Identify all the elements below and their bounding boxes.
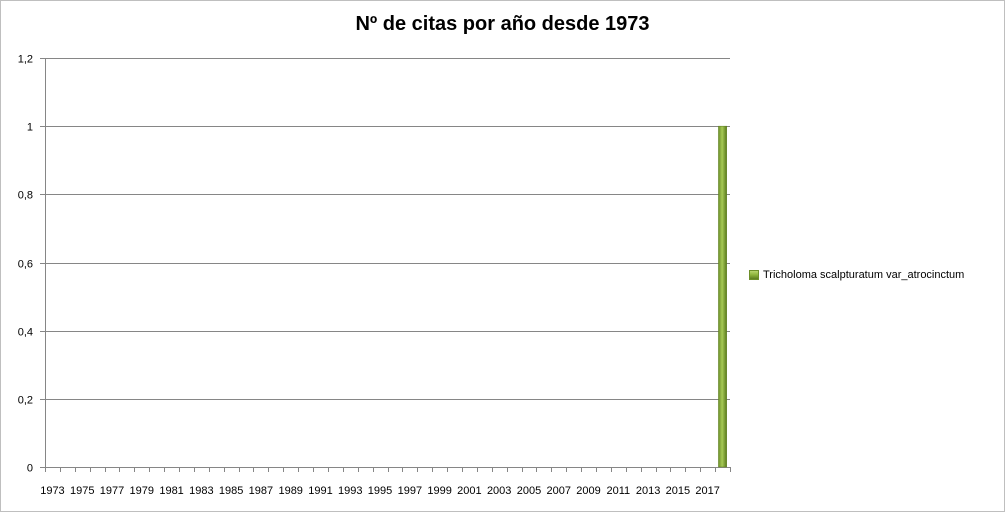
x-tick-label: 2015	[666, 485, 690, 497]
x-tick-label: 1987	[249, 485, 273, 497]
x-tick-label: 1977	[100, 485, 124, 497]
x-tick-label: 2003	[487, 485, 511, 497]
x-tick-label: 1983	[189, 485, 213, 497]
x-tick-label: 1997	[398, 485, 422, 497]
x-tick-label: 1991	[308, 485, 332, 497]
x-tick-label: 2017	[695, 485, 719, 497]
x-tick-label: 2011	[606, 485, 630, 497]
x-tick-label: 2013	[636, 485, 660, 497]
x-tick-label: 2009	[576, 485, 600, 497]
x-tick-label: 1989	[278, 485, 302, 497]
y-tick-label: 0,8	[18, 190, 33, 202]
x-tick-label: 1981	[159, 485, 183, 497]
y-tick-label: 1	[27, 122, 33, 134]
x-tick-label: 2007	[547, 485, 571, 497]
legend: Tricholoma scalpturatum var_atrocinctum	[749, 269, 964, 281]
x-tick-label: 1975	[70, 485, 94, 497]
y-tick-label: 0	[27, 463, 33, 475]
x-tick-label: 1995	[368, 485, 392, 497]
y-tick-label: 0,2	[18, 395, 33, 407]
x-tick-label: 1985	[219, 485, 243, 497]
y-tick-label: 0,4	[18, 327, 33, 339]
chart-title: Nº de citas por año desde 1973	[355, 13, 650, 35]
y-tick-label: 1,2	[18, 54, 33, 66]
x-tick-label: 1993	[338, 485, 362, 497]
x-tick-label: 1973	[40, 485, 64, 497]
x-tick-label: 1979	[130, 485, 154, 497]
legend-swatch	[749, 270, 759, 280]
legend-label: Tricholoma scalpturatum var_atrocinctum	[763, 269, 965, 281]
x-tick-label: 2001	[457, 485, 481, 497]
bar	[718, 125, 727, 468]
y-tick-label: 0,6	[18, 259, 33, 271]
x-tick-label: 1999	[427, 485, 451, 497]
x-tick-label: 2005	[517, 485, 541, 497]
